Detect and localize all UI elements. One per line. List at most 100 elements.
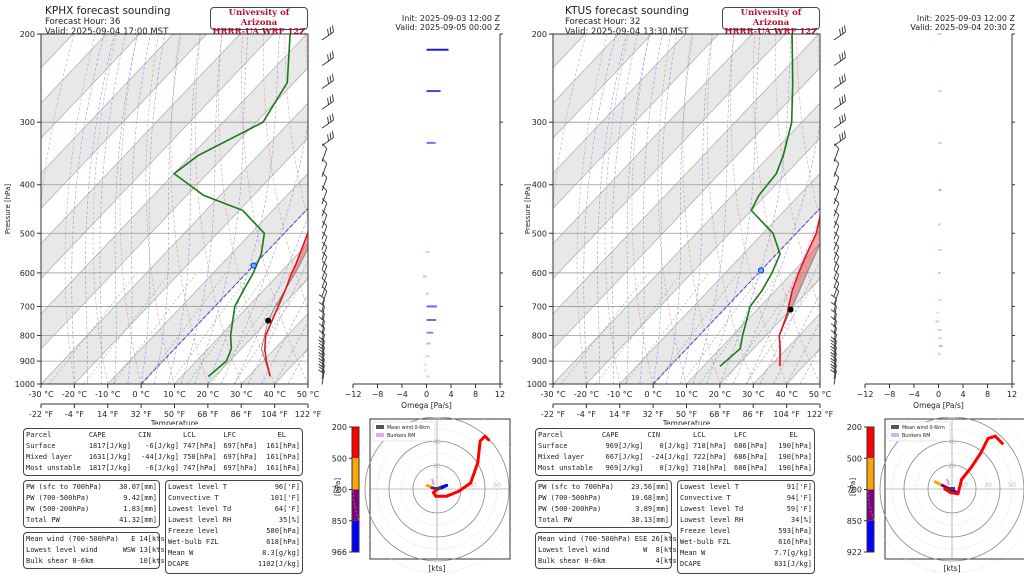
barb-flag xyxy=(830,366,837,372)
y-tick-label: 300 xyxy=(532,118,547,127)
table-row: Surface 1817[J/kg] -6[J/kg] 747[hPa] 697… xyxy=(24,440,302,451)
hodo-legend: Mean wind 0-6km Bunkers RM xyxy=(372,421,436,442)
barb-flag xyxy=(830,357,837,363)
cell: 94['F] xyxy=(786,493,812,502)
isotherm-line xyxy=(553,34,820,315)
cell: 1817[J/kg] xyxy=(88,441,131,450)
pw-table: PW (sfc to 700hPa) 23.56[mm] PW (700-500h… xyxy=(535,480,672,528)
omega-x-label: Omega [Pa/s] xyxy=(913,401,964,410)
cell: DCAPE xyxy=(680,559,702,568)
bunkers-rm-marker xyxy=(431,478,435,486)
isotherm-line xyxy=(240,313,308,384)
parcel-table-grid: Parcel CAPE CIN LCL LFC EL Surface 969[J… xyxy=(536,429,814,473)
cell: Mixed layer xyxy=(26,452,73,461)
wind-barb-icon xyxy=(321,209,328,229)
table-row: Bulk shear 0-6km 4[kts] xyxy=(536,555,683,566)
cell: Most unstable xyxy=(538,463,593,472)
moist-adiabat xyxy=(274,321,308,384)
barb-flag xyxy=(839,54,841,62)
cell: PW (500-200hPa) xyxy=(26,504,90,513)
y-tick-label: 900 xyxy=(20,357,35,366)
sounding-panel-kphx: KPHX forecast sounding Forecast Hour: 36… xyxy=(4,5,512,574)
barb-flag xyxy=(318,354,325,360)
wind-barb-icon xyxy=(321,50,334,66)
barb-shaft xyxy=(321,340,325,355)
y-tick-label: 700 xyxy=(532,302,547,311)
cell: Total PW xyxy=(538,515,572,524)
cell: 697[hPa] xyxy=(223,452,258,461)
hodo-legend: Mean wind 0-6km Bunkers RM xyxy=(887,421,951,442)
barb-shaft xyxy=(321,320,325,335)
barb-flag xyxy=(318,345,325,351)
wind-barb-icon xyxy=(830,342,837,362)
table-row: Lowest level wind W 8[kts] xyxy=(536,544,683,555)
barb-flag xyxy=(321,209,328,216)
x-tick-label-c: -30 °C xyxy=(540,390,566,399)
legend-swatch-mean-wind xyxy=(891,425,899,429)
cell: 697[hPa] xyxy=(223,441,258,450)
hodo-ring-label: 30 xyxy=(984,482,992,489)
colorbar-segment xyxy=(352,520,359,552)
cell: 697[hPa] xyxy=(223,463,258,472)
barb-flag xyxy=(321,269,328,275)
cell: 91['F] xyxy=(786,482,812,491)
legend-swatch-bunkers xyxy=(891,433,899,437)
dry-adiabat xyxy=(170,34,209,384)
hodo-trace-segment xyxy=(993,434,1004,445)
parcel-table: Parcel CAPE CIN LCL LFC EL Surface 1817[… xyxy=(23,428,303,476)
barb-flag xyxy=(833,209,840,216)
cell: Mixed layer xyxy=(538,452,585,461)
barb-shaft xyxy=(321,370,325,385)
barb-flag xyxy=(844,25,846,33)
wind-barb-icon xyxy=(833,198,840,217)
barb-flag xyxy=(841,132,844,140)
pw-table: PW (sfc to 700hPa) 30.07[mm] PW (700-500h… xyxy=(23,480,160,528)
isotherm-line xyxy=(553,67,820,350)
y-tick-label: 700 xyxy=(20,302,35,311)
omega-x-tick-label: 8 xyxy=(985,390,990,399)
barb-flag xyxy=(830,330,837,335)
y-tick-label: 800 xyxy=(20,331,35,340)
barb-flag xyxy=(321,220,328,227)
cell: 0[J/kg] xyxy=(659,441,690,450)
x-tick-label-f: 14 °F xyxy=(609,410,631,419)
y-tick-label: 400 xyxy=(20,181,35,190)
cell: 35[%] xyxy=(278,515,300,524)
table-row: Mixed layer 1631[J/kg] -44[J/kg] 750[hPa… xyxy=(24,451,302,462)
wind-barb-icon xyxy=(833,50,846,66)
wind-table-grid: Mean wind (700-500hPa) ESE 26[kts] Lowest … xyxy=(536,533,683,566)
barb-shaft xyxy=(833,137,846,146)
colorbar-tick-label: 922 xyxy=(847,548,862,557)
hodo-trace-segment xyxy=(969,451,983,469)
moist-adiabat xyxy=(679,34,713,384)
barb-shaft xyxy=(321,163,328,177)
barb-flag xyxy=(318,309,325,315)
cell xyxy=(633,555,650,566)
header-cell: CIN xyxy=(138,430,151,439)
table-row: Surface 969[J/kg] 0[J/kg] 710[hPa] 686[h… xyxy=(536,440,814,451)
wind-barb-icon xyxy=(833,209,840,229)
y-tick-label: 800 xyxy=(532,331,547,340)
thermo-table-grid: Lowest level T 96['F] Convective T 101['F]… xyxy=(166,481,302,569)
barb-flag xyxy=(833,220,840,227)
cell: 1.83[mm] xyxy=(123,504,157,513)
x-tick-label-f: 122 °F xyxy=(295,410,322,419)
x-tick-label-c: -30 °C xyxy=(28,390,54,399)
cell: 710[hPa] xyxy=(693,463,727,472)
dry-adiabat xyxy=(657,34,687,384)
omega-x-tick-label: 0 xyxy=(424,390,429,399)
table-row: Lowest level Td 59['F] xyxy=(678,503,814,514)
cell: 667[J/kg] xyxy=(605,452,644,461)
x-tick-label-f: 50 °F xyxy=(676,410,698,419)
wind-barb-icon xyxy=(830,309,837,328)
isotherm-line xyxy=(41,34,207,209)
barb-flag xyxy=(318,342,325,348)
x-tick-label-c: 0 °C xyxy=(645,390,663,399)
plot-area xyxy=(553,34,820,384)
barb-flag xyxy=(841,52,844,60)
cell: 9.42[mm] xyxy=(123,493,157,502)
wind-table: Mean wind (700-500hPa) ESE 26[kts] Lowest … xyxy=(535,532,681,569)
x-tick-label-c: -20 °C xyxy=(574,390,600,399)
cell: Lowest level T xyxy=(680,482,740,491)
hodo-ring-label: 30 xyxy=(469,482,477,489)
